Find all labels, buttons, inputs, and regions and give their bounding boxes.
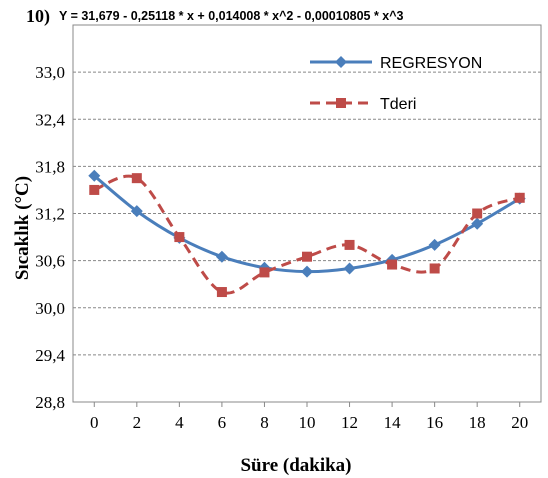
x-tick-label: 20 [511, 413, 528, 432]
data-point [89, 184, 100, 195]
series-line [93, 174, 521, 295]
data-point [216, 287, 227, 298]
data-point [387, 259, 398, 270]
data-point [344, 239, 355, 250]
y-axis-title: Sıcaklık (°C) [12, 176, 33, 280]
y-tick-label: 30,0 [35, 299, 65, 318]
x-axis-title: Süre (dakika) [240, 455, 351, 476]
y-tick-label: 29,4 [35, 346, 65, 365]
x-tick-label: 12 [341, 413, 358, 432]
data-point [301, 265, 313, 278]
data-point [302, 251, 312, 262]
y-tick-label: 31,2 [35, 205, 65, 224]
plot-frame [72, 24, 542, 403]
legend-label: Tderi [380, 96, 416, 113]
x-tick-label: 16 [426, 413, 443, 432]
data-point [174, 232, 185, 243]
legend-label: REGRESYON [380, 55, 482, 72]
x-tick-label: 8 [260, 413, 269, 432]
x-tick-label: 10 [299, 413, 316, 432]
data-point [215, 250, 228, 263]
data-point [130, 205, 143, 218]
data-point [88, 169, 101, 182]
y-tick-label: 30,6 [35, 252, 65, 271]
chart-title: Y = 31,679 - 0,25118 * x + 0,014008 * x^… [59, 9, 404, 23]
data-point [472, 208, 483, 219]
data-point [471, 217, 484, 230]
legend-marker [336, 98, 346, 108]
x-tick-label: 6 [218, 413, 227, 432]
data-point [429, 263, 440, 274]
legend-marker [335, 56, 347, 68]
data-point [514, 192, 525, 203]
x-tick-label: 0 [90, 413, 99, 432]
y-tick-label: 33,0 [35, 63, 65, 82]
x-tick-label: 4 [175, 413, 184, 432]
y-tick-label: 32,4 [35, 110, 65, 129]
x-tick-label: 18 [469, 413, 486, 432]
chart-label: 10) [26, 6, 50, 27]
data-point [428, 238, 441, 251]
y-tick-label: 28,8 [35, 393, 65, 412]
data-point [259, 267, 270, 278]
data-point [131, 173, 142, 184]
y-tick-label: 31,8 [35, 157, 65, 176]
x-tick-label: 14 [384, 413, 402, 432]
data-point [343, 262, 356, 275]
x-tick-label: 2 [133, 413, 142, 432]
